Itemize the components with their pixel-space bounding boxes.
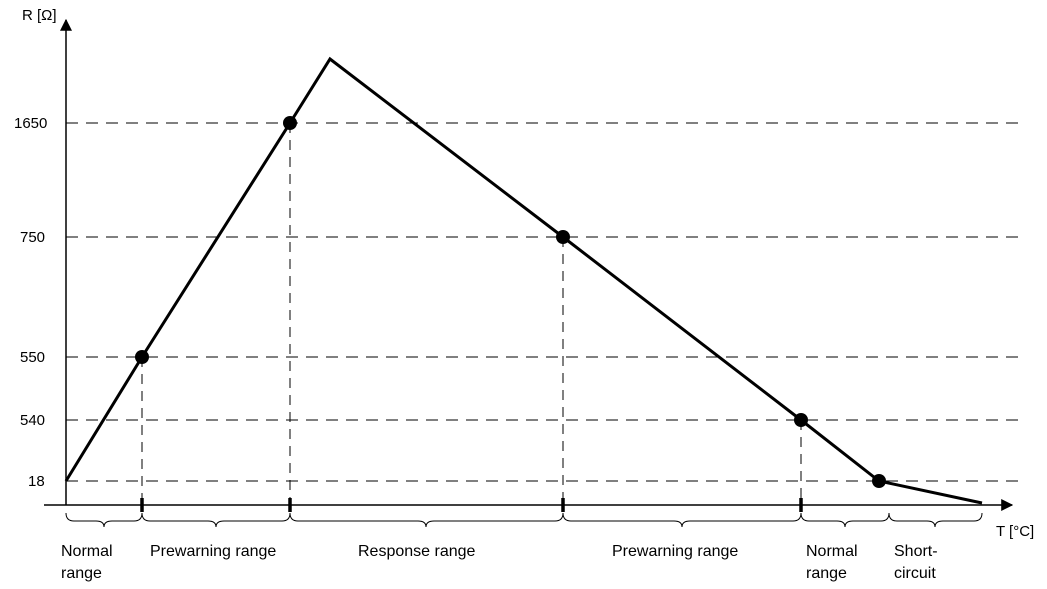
range-prewarning-2: Prewarning range — [612, 543, 738, 560]
range-normal-1-line1: Normal — [61, 543, 113, 560]
brace-response-range — [289, 512, 564, 528]
range-short-circuit-line2: circuit — [894, 565, 936, 582]
y-tick-750: 750 — [20, 229, 45, 246]
range-response: Response range — [358, 543, 476, 560]
curve-point-540 — [794, 413, 808, 427]
x-axis-label: T [°C] — [996, 523, 1034, 540]
range-normal-2-line1: Normal — [806, 543, 858, 560]
range-prewarning-1: Prewarning range — [150, 543, 276, 560]
brace-short-circuit — [888, 512, 983, 528]
y-tick-18: 18 — [28, 473, 45, 490]
resistance-curve — [64, 56, 983, 505]
range-normal-2-line2: range — [806, 565, 847, 582]
curve-point-550 — [135, 350, 149, 364]
y-tick-550: 550 — [20, 349, 45, 366]
y-axis-label: R [Ω] — [22, 7, 57, 24]
brace-normal-range-2 — [800, 512, 890, 528]
curve-point-18 — [872, 474, 886, 488]
y-tick-1650: 1650 — [14, 115, 47, 132]
y-tick-540: 540 — [20, 412, 45, 429]
range-short-circuit-line1: Short- — [894, 543, 938, 560]
curve-point-1650 — [283, 116, 297, 130]
curve-point-750 — [556, 230, 570, 244]
brace-prewarning-range-1 — [141, 512, 291, 528]
brace-normal-range-1 — [65, 512, 143, 528]
brace-prewarning-range-2 — [562, 512, 802, 528]
range-normal-1-line2: range — [61, 565, 102, 582]
